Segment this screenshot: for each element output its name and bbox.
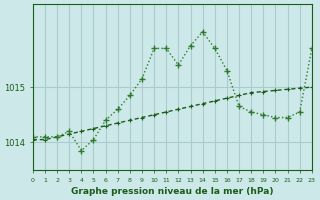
X-axis label: Graphe pression niveau de la mer (hPa): Graphe pression niveau de la mer (hPa) (71, 187, 274, 196)
